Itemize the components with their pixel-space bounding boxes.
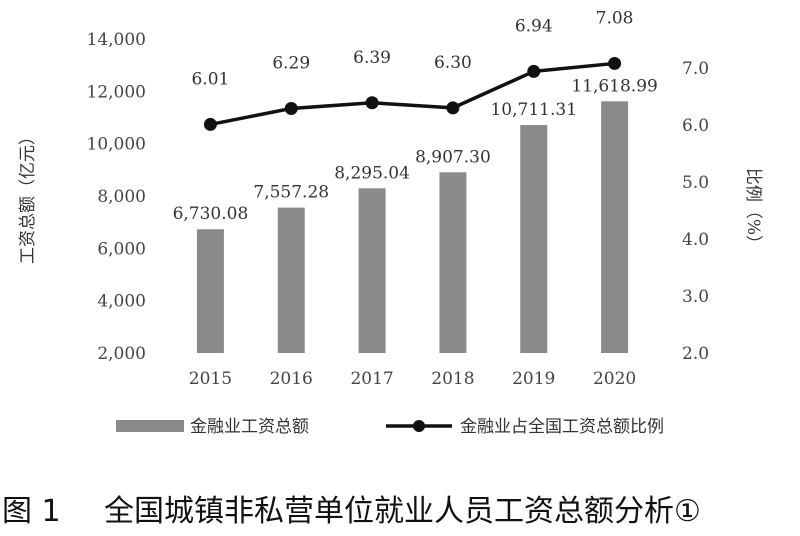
y2-tick-label: 5.0: [682, 173, 709, 193]
line-point: [284, 101, 298, 115]
line-value-label: 6.30: [434, 53, 472, 73]
legend-bar-swatch: [116, 420, 184, 432]
bar: [439, 172, 467, 353]
figure-number: 图 1: [2, 494, 61, 529]
series-line: [210, 61, 615, 127]
legend-line-marker: [413, 420, 425, 432]
left-axis-ticks: 2,000 4,000 6,000 8,000 10,000 12,000 14,000: [87, 30, 146, 364]
bar: [196, 229, 224, 353]
bar-value-label: 7,557.28: [253, 183, 329, 203]
line-point: [365, 96, 379, 110]
bar: [601, 101, 629, 353]
y-tick-label: 2,000: [97, 344, 146, 364]
right-axis-title: 比例（%）: [743, 168, 763, 252]
y-tick-label: 6,000: [97, 239, 146, 259]
line-point: [608, 56, 622, 70]
line-value-label: 7.08: [596, 8, 634, 28]
bar-series: [196, 101, 629, 354]
bar-value-label: 11,618.99: [571, 76, 658, 96]
bar: [277, 207, 305, 353]
line-data-labels: 6.01 6.29 6.39 6.30 6.94 7.08: [191, 8, 633, 89]
y2-tick-label: 2.0: [682, 344, 709, 364]
legend-bar-label: 金融业工资总额: [190, 417, 309, 437]
legend: 金融业工资总额 金融业占全国工资总额比例: [116, 417, 664, 437]
x-tick-label: 2018: [431, 369, 474, 389]
x-axis-ticks: 2015 2016 2017 2018 2019 2020: [189, 369, 636, 389]
combo-chart: 2,000 4,000 6,000 8,000 10,000 12,000 14,000 2…: [18, 8, 763, 437]
y2-tick-label: 4.0: [682, 230, 709, 250]
y-tick-label: 8,000: [97, 187, 146, 207]
figure-caption: 图 1 全国城镇非私营单位就业人员工资总额分析①: [0, 476, 800, 536]
right-axis-ticks: 2.0 3.0 4.0 5.0 6.0 7.0: [682, 59, 709, 364]
y-tick-label: 12,000: [87, 82, 146, 102]
bar-value-label: 6,730.08: [173, 204, 249, 224]
line-value-label: 6.01: [191, 69, 229, 89]
bar: [358, 188, 386, 353]
y2-tick-label: 6.0: [682, 116, 709, 136]
line-value-label: 6.29: [272, 53, 310, 73]
line-point: [203, 117, 217, 131]
line-value-label: 6.39: [353, 48, 391, 68]
figure-title: 全国城镇非私营单位就业人员工资总额分析①: [104, 494, 701, 529]
legend-line-label: 金融业占全国工资总额比例: [460, 417, 664, 437]
x-tick-label: 2016: [270, 369, 313, 389]
y2-tick-label: 7.0: [682, 59, 709, 79]
left-axis-title: 工资总额（亿元）: [18, 128, 38, 264]
y-tick-label: 10,000: [87, 135, 146, 155]
y2-tick-label: 3.0: [682, 287, 709, 307]
line-point: [446, 101, 460, 115]
line-point: [527, 64, 541, 78]
x-tick-label: 2015: [189, 369, 232, 389]
line-value-label: 6.94: [515, 16, 553, 36]
bar-value-label: 10,711.31: [490, 100, 577, 120]
bar: [520, 125, 548, 354]
x-tick-label: 2020: [593, 369, 636, 389]
bar-data-labels: 6,730.087,557.288,295.048,907.30 10,711.3…: [173, 76, 658, 224]
bar-value-label: 8,907.30: [415, 147, 491, 167]
x-tick-label: 2017: [350, 369, 393, 389]
x-tick-label: 2019: [512, 369, 555, 389]
bar-value-label: 8,295.04: [334, 163, 410, 183]
line-series: [203, 56, 622, 131]
y-tick-label: 4,000: [97, 292, 146, 312]
y-tick-label: 14,000: [87, 30, 146, 50]
